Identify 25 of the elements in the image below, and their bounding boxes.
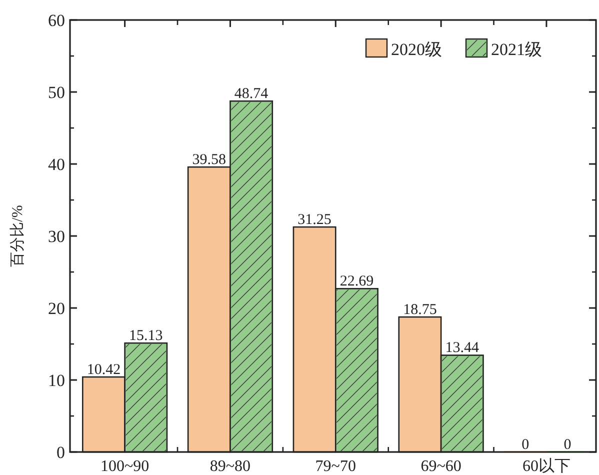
data-label: 48.74 xyxy=(234,86,269,102)
data-label: 0 xyxy=(564,437,572,453)
y-axis-title: 百分比/% xyxy=(9,205,26,267)
data-label: 0 xyxy=(522,437,530,453)
data-label: 18.75 xyxy=(403,302,437,318)
x-tick-label: 69~60 xyxy=(420,458,462,475)
y-tick-label: 40 xyxy=(48,155,65,174)
data-label: 22.69 xyxy=(340,274,374,290)
x-tick-label: 89~80 xyxy=(210,458,251,475)
y-tick-label: 60 xyxy=(48,11,65,30)
data-label: 15.13 xyxy=(129,328,163,344)
data-label: 31.25 xyxy=(298,212,332,228)
data-label: 13.44 xyxy=(445,340,480,356)
legend-label: 2021级 xyxy=(491,40,542,59)
y-tick-label: 0 xyxy=(56,443,65,462)
x-tick-label: 60以下 xyxy=(522,457,570,475)
legend-label: 2020级 xyxy=(391,40,442,59)
y-tick-label: 30 xyxy=(48,227,65,246)
y-tick-label: 50 xyxy=(48,83,65,102)
y-tick-label: 20 xyxy=(48,299,65,318)
data-label: 10.42 xyxy=(86,362,121,378)
x-tick-label: 79~70 xyxy=(315,458,356,475)
x-tick-label: 100~90 xyxy=(100,458,150,475)
data-label: 39.58 xyxy=(192,152,226,168)
y-tick-label: 10 xyxy=(48,371,65,390)
